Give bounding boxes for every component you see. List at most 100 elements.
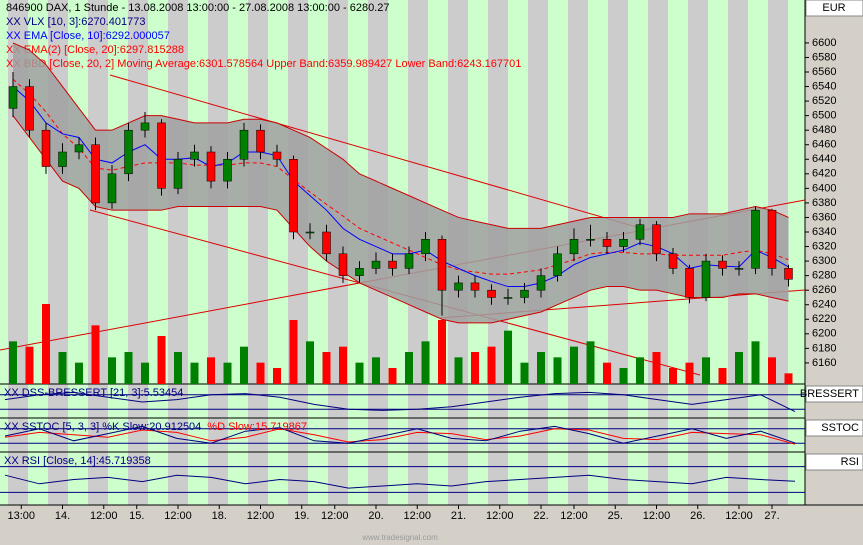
volume-bar	[669, 368, 677, 384]
candle-body	[338, 253, 348, 276]
volume-bar	[322, 352, 331, 384]
candle-body	[437, 239, 447, 291]
x-tick-label: 13:00	[7, 510, 35, 522]
candle-body	[602, 239, 612, 247]
candle-body	[124, 129, 133, 175]
volume-bar	[157, 336, 166, 384]
candle-body	[734, 268, 744, 270]
y-tick-label: 6440	[812, 153, 836, 165]
panel-label-box	[805, 419, 863, 437]
unit-box	[805, 0, 863, 17]
volume-bar	[537, 352, 545, 384]
y-tick-label: 6580	[812, 51, 836, 63]
panel-legend: %D Slow:15.719867	[207, 421, 307, 433]
candle-body	[157, 122, 166, 189]
candle-body	[619, 239, 628, 247]
x-tick-label: 18.	[212, 510, 227, 522]
volume-bar	[702, 357, 710, 384]
candle-body	[239, 129, 249, 160]
volume-bar	[454, 357, 463, 384]
x-tick-label: 22.	[533, 510, 548, 522]
candle-body	[553, 253, 562, 276]
candle-body	[751, 209, 760, 269]
volume-bar	[174, 352, 182, 384]
volume-bar	[652, 352, 661, 384]
x-tick-label: 19.	[294, 510, 309, 522]
x-tick-label: 12:00	[560, 510, 588, 522]
x-tick-label: 12:00	[643, 510, 671, 522]
candle-body	[223, 159, 232, 182]
panel-label-box	[805, 453, 863, 471]
footer: www.tradesignal.com	[361, 533, 438, 542]
panel-label-box	[805, 385, 863, 403]
x-tick-label: 25.	[608, 510, 623, 522]
volume-bar	[768, 357, 776, 384]
volume-bar	[355, 362, 364, 384]
candle-body	[668, 253, 678, 269]
panel-title: XX SSTOC [5, 3, 3] %K Slow:20.912504	[4, 421, 201, 433]
volume-bar	[751, 341, 760, 384]
volume-bar	[9, 341, 17, 384]
candle-body	[685, 268, 694, 298]
indicator-line	[12, 78, 789, 275]
panel-label: SSTOC	[821, 422, 859, 434]
candle-body	[635, 224, 645, 240]
y-tick-label: 6460	[812, 139, 836, 151]
candle-body	[454, 282, 463, 291]
volume-bar	[256, 362, 265, 384]
candle-body	[569, 239, 579, 255]
indicator-line	[12, 42, 789, 229]
y-tick-label: 6500	[812, 110, 836, 122]
oscillator-line	[4, 428, 796, 445]
y-tick-label: 6380	[812, 197, 836, 209]
band-area	[13, 42, 789, 323]
candle-body	[91, 144, 100, 204]
candle-body	[718, 260, 727, 269]
x-tick-label: 27.	[764, 510, 779, 522]
volume-bar	[25, 346, 34, 384]
panel-title: XX DSS-BRESSERT [21, 3]:5.53454	[4, 387, 183, 399]
y-tick-label: 6420	[812, 168, 836, 180]
x-tick-label: 21.	[451, 510, 466, 522]
volume-bar	[504, 330, 512, 384]
candle-body	[355, 268, 364, 276]
indicator-line	[12, 115, 789, 324]
candle-body	[256, 129, 265, 153]
candle-body	[8, 86, 18, 109]
x-tick-label: 26.	[690, 510, 705, 522]
y-tick-label: 6320	[812, 240, 836, 252]
oscillator-line	[4, 425, 796, 444]
x-tick-label: 12:00	[486, 510, 514, 522]
candle-body	[322, 231, 331, 255]
y-tick-label: 6300	[812, 255, 836, 267]
volume-bar	[636, 357, 644, 384]
volume-bar	[735, 352, 743, 384]
panel-label: RSI	[841, 456, 859, 468]
volume-bar	[520, 362, 529, 384]
y-tick-label: 6180	[812, 342, 836, 354]
candle-body	[25, 86, 34, 131]
volume-bar	[190, 362, 199, 384]
candle-body	[388, 260, 397, 269]
volume-bar	[240, 346, 248, 384]
x-tick-label: 12:00	[247, 510, 275, 522]
candle-body	[41, 129, 51, 167]
candle-body	[520, 289, 529, 298]
volume-bar	[718, 368, 727, 384]
volume-bar	[421, 341, 430, 384]
volume-bar	[42, 304, 50, 384]
volume-bar	[405, 352, 413, 384]
candle-body	[421, 239, 430, 255]
candle-body	[74, 144, 84, 153]
panel-label: BRESSERT	[800, 388, 859, 400]
volume-bar	[619, 368, 628, 384]
y-tick-label: 6360	[812, 211, 836, 223]
y-tick-label: 6560	[812, 66, 836, 78]
candle-body	[305, 231, 315, 234]
x-tick-label: 12:00	[321, 510, 349, 522]
y-tick-label: 6280	[812, 270, 836, 282]
y-tick-label: 6220	[812, 313, 836, 325]
x-tick-label: 20.	[368, 510, 383, 522]
candle-body	[404, 253, 414, 269]
